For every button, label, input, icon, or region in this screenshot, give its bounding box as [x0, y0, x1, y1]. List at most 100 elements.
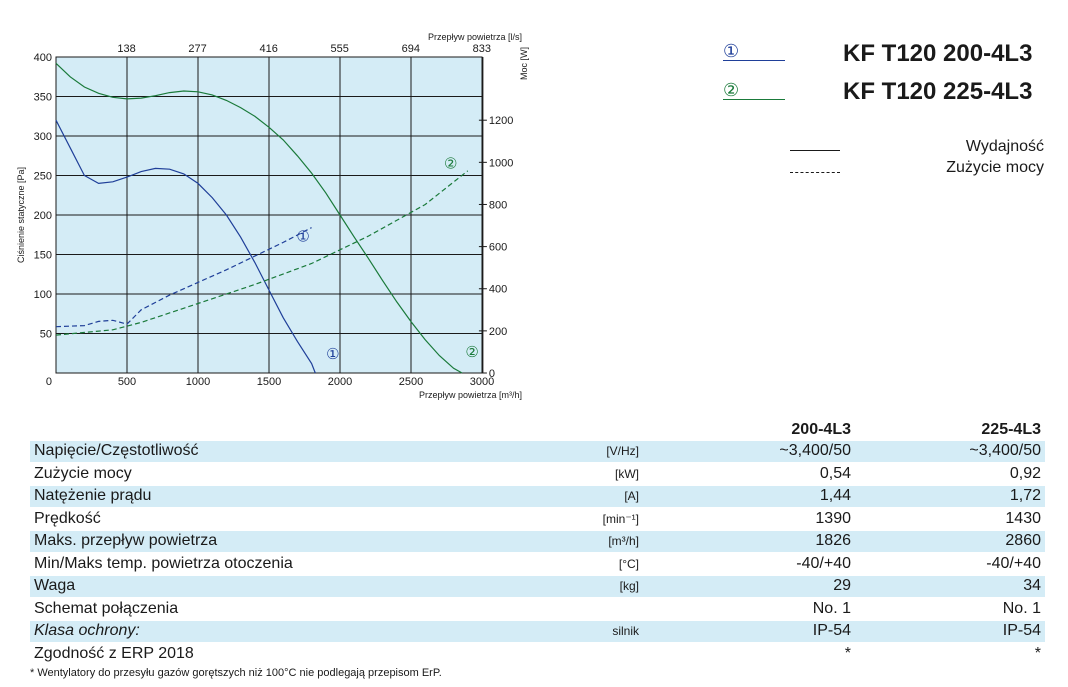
y-tick-label: 250	[34, 171, 52, 183]
curve-marker-label: ①	[326, 346, 339, 363]
row-label: Klasa ochrony:	[30, 620, 566, 643]
row-label: Zużycie mocy	[30, 462, 566, 486]
footnote: * Wentylatory do przesyłu gazów gorętszy…	[30, 667, 442, 679]
y-tick-label: 100	[34, 289, 52, 301]
row-label: Maks. przepływ powietrza	[30, 530, 566, 553]
row-value-2: *	[907, 642, 1045, 666]
y-tick-label: 50	[40, 329, 52, 341]
x-tick-label: 2500	[399, 376, 423, 388]
solid-legend-label: Wydajność	[965, 138, 1044, 155]
x2-tick-label: 555	[331, 43, 349, 55]
x2-tick-label: 416	[259, 43, 277, 55]
table-row: Natężenie prądu [A] 1,44 1,72	[30, 485, 1045, 508]
curves: ① ① ② ②	[55, 62, 479, 374]
curve-marker-label: ①	[296, 229, 309, 246]
model-1-marker: ①	[723, 41, 740, 61]
model-1-title: KF T120 200-4L3	[843, 40, 1033, 67]
x2-tick-label: 138	[117, 43, 135, 55]
spec-table-header: 200-4L3 225-4L3	[30, 419, 1045, 441]
row-value-1: 29	[643, 575, 907, 598]
y-tick-label: 150	[34, 250, 52, 262]
row-value-2: 2860	[907, 530, 1045, 553]
row-value-2: 0,92	[907, 462, 1045, 486]
y2-tick-label: 200	[489, 326, 507, 338]
series-pressure-2-line	[55, 62, 463, 374]
x2-axis-label: Przepływ powietrza [l/s]	[428, 32, 522, 42]
x2-tick-label: 694	[402, 43, 420, 55]
spec-table: 200-4L3 225-4L3 Napięcie/Częstotliwość [V…	[30, 419, 1045, 666]
table-row: Waga [kg] 29 34	[30, 575, 1045, 598]
row-label: Zgodność z ERP 2018	[30, 642, 566, 666]
dashed-legend-line	[790, 172, 840, 173]
row-value-1: No. 1	[643, 597, 907, 621]
row-value-2: No. 1	[907, 597, 1045, 621]
dashed-legend-label: Zużycie mocy	[946, 159, 1044, 176]
model-1-line	[723, 60, 785, 61]
row-unit	[565, 597, 644, 621]
row-label: Natężenie prądu	[30, 485, 566, 508]
row-value-2: 1,72	[907, 485, 1045, 508]
y2-tick-label: 1000	[489, 157, 513, 169]
row-value-2: -40/+40	[907, 552, 1045, 576]
row-unit: [kW]	[565, 462, 644, 486]
row-label: Waga	[30, 575, 566, 598]
table-row: Prędkość [min⁻¹] 1390 1430	[30, 507, 1045, 531]
row-value-2: IP-54	[907, 620, 1045, 643]
x-tick-label: 500	[118, 376, 136, 388]
y-tick-label: 350	[34, 92, 52, 104]
row-value-1: *	[643, 642, 907, 666]
series-power-1-line	[55, 227, 312, 328]
x-tick-label: 3000	[470, 376, 494, 388]
series-pressure-1-line	[55, 119, 316, 374]
x2-tick-label: 833	[473, 43, 491, 55]
table-row: Klasa ochrony: silnik IP-54 IP-54	[30, 620, 1045, 643]
y2-tick-label: 600	[489, 242, 507, 254]
y-tick-label: 400	[34, 52, 52, 64]
row-value-1: -40/+40	[643, 552, 907, 576]
row-label: Napięcie/Częstotliwość	[30, 440, 566, 463]
row-unit: [°C]	[565, 552, 644, 576]
y2-axis-label: Moc [W]	[519, 47, 529, 80]
row-unit: [V/Hz]	[565, 440, 644, 463]
y2-tick-label: 1200	[489, 115, 513, 127]
y2-tick-label: 800	[489, 199, 507, 211]
row-unit: [kg]	[565, 575, 644, 598]
x-tick-label: 1000	[186, 376, 210, 388]
row-value-1: 1,44	[643, 485, 907, 508]
table-row: Schemat połączenia No. 1 No. 1	[30, 597, 1045, 621]
row-value-2: 34	[907, 575, 1045, 598]
solid-legend-line	[790, 150, 840, 151]
row-unit: [min⁻¹]	[565, 507, 644, 531]
x-axis-label: Przepływ powietrza [m³/h]	[419, 390, 522, 400]
model-2-title: KF T120 225-4L3	[843, 78, 1033, 105]
table-row: Zgodność z ERP 2018 * *	[30, 642, 1045, 666]
table-row: Min/Maks temp. powietrza otoczenia [°C] -4…	[30, 552, 1045, 576]
model-2-marker: ②	[723, 80, 740, 100]
series-power-2-line	[55, 170, 469, 336]
y-tick-label: 300	[34, 131, 52, 143]
x2-tick-label: 277	[188, 43, 206, 55]
x-tick-label: 2000	[328, 376, 352, 388]
x-tick-label: 0	[46, 376, 52, 388]
plot-frame	[55, 56, 483, 374]
table-row: Zużycie mocy [kW] 0,54 0,92	[30, 462, 1045, 486]
table-row: Maks. przepływ powietrza [m³/h] 1826 2860	[30, 530, 1045, 553]
curve-marker-label: ②	[465, 344, 478, 361]
row-unit	[565, 642, 644, 666]
row-value-2: 1430	[907, 507, 1045, 531]
y-axis-label: Ciśnienie statyczne [Pa]	[16, 167, 26, 263]
row-value-1: 1826	[643, 530, 907, 553]
y2-tick-label: 400	[489, 284, 507, 296]
y-tick-label: 200	[34, 210, 52, 222]
row-label: Min/Maks temp. powietrza otoczenia	[30, 552, 566, 576]
row-value-1: 1390	[643, 507, 907, 531]
x-tick-label: 1500	[257, 376, 281, 388]
tick-labels: 0 500 1000 1500 2000 2500 30005010015020025030…	[34, 43, 514, 388]
model-2-line	[723, 99, 785, 100]
row-value-1: IP-54	[643, 620, 907, 643]
y2-tick-label: 0	[489, 368, 495, 380]
row-value-1: 0,54	[643, 462, 907, 486]
row-value-2: ~3,400/50	[907, 440, 1045, 463]
col-header-2: 225-4L3	[981, 420, 1041, 438]
